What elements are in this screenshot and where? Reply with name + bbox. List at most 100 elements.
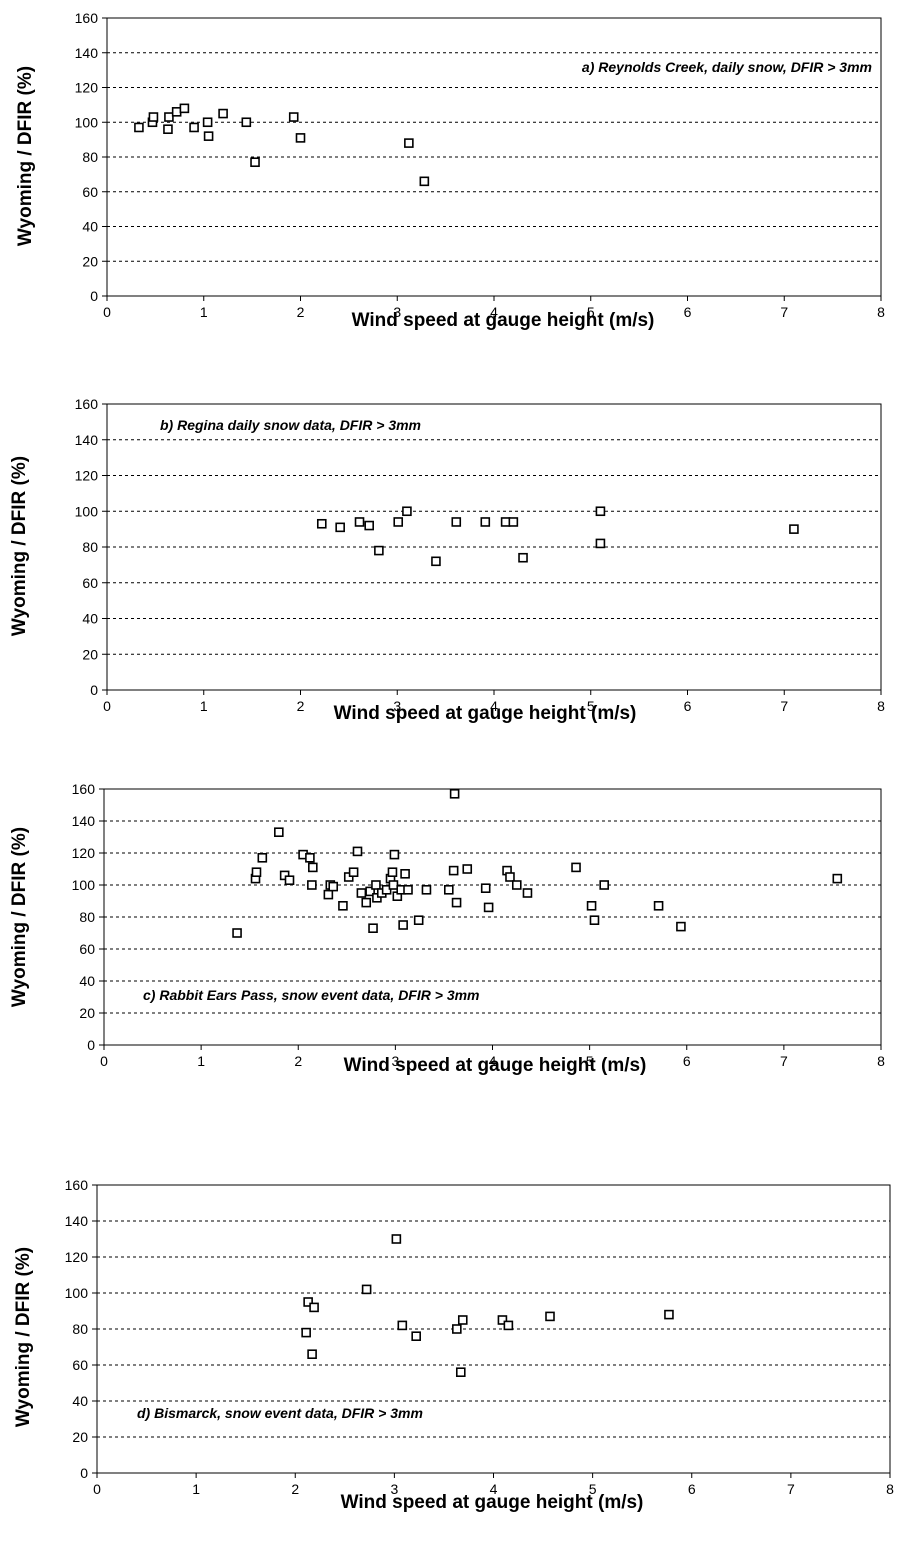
panel-a-y-tick-label-140: 140 — [75, 45, 99, 61]
panel-a-data-point-16 — [404, 138, 414, 148]
panel-a-annotation: a) Reynolds Creek, daily snow, DFIR > 3m… — [582, 59, 872, 75]
panel-b-data-point-3 — [354, 517, 365, 527]
panel-b-x-tick-label-0: 0 — [103, 698, 111, 714]
panel-a-data-point-5 — [164, 112, 174, 122]
panel-c-data-point-38 — [443, 884, 454, 895]
panel-d-data-point-6 — [391, 1234, 402, 1244]
panel-a-y-tick-label-60: 60 — [82, 184, 98, 200]
panel-c-x-tick-label-0: 0 — [100, 1053, 108, 1069]
panel-d-x-tick-label-1: 1 — [192, 1481, 200, 1497]
panel-b-data-point-12 — [508, 517, 519, 527]
panel-c-data-point-53 — [653, 900, 664, 911]
panel-c-y-axis-title: Wyoming / DFIR (%) — [9, 827, 30, 1007]
panel-d-x-tick-label-7: 7 — [787, 1481, 795, 1497]
panel-c-data-point-17 — [348, 867, 359, 878]
panel-c-data-point-23 — [371, 880, 381, 890]
panel-d-y-tick-label-0: 0 — [80, 1465, 88, 1481]
panel-c-data-point-1 — [232, 928, 242, 938]
panel-d-data-point-9 — [452, 1324, 462, 1334]
panel-c-data-point-18 — [352, 846, 363, 857]
panel-c-x-tick-label-5: 5 — [586, 1053, 594, 1069]
panel-c-data-point-4 — [257, 852, 268, 863]
panel-c-data-point-35 — [403, 884, 413, 895]
panel-c-y-tick-label-20: 20 — [79, 1005, 95, 1021]
panel-c-y-tick-label-160: 160 — [72, 781, 96, 797]
panel-a-x-axis-title: Wind speed at gauge height (m/s) — [352, 310, 655, 331]
panel-a-data-point-6 — [171, 107, 182, 117]
panel-d-data-point-8 — [411, 1331, 421, 1341]
panel-d-x-tick-label-2: 2 — [291, 1481, 299, 1497]
panel-a-x-tick-label-3: 3 — [393, 304, 401, 320]
panel-d-data-point-1 — [301, 1327, 311, 1338]
panel-d-y-axis-title: Wyoming / DFIR (%) — [13, 1247, 34, 1427]
panel-b-y-tick-label-120: 120 — [75, 468, 99, 484]
panel-c-data-point-30 — [389, 849, 400, 860]
panel-a-data-point-3 — [148, 112, 159, 122]
panel-c-x-tick-label-6: 6 — [683, 1053, 691, 1069]
panel-c-data-point-44 — [483, 902, 494, 913]
panel-d-data-point-4 — [309, 1302, 319, 1313]
panel-b-data-point-10 — [480, 517, 491, 527]
panel-c-data-point-20 — [361, 897, 372, 908]
panel-d-y-tick-label-120: 120 — [65, 1249, 89, 1265]
panel-c-data-point-9 — [305, 852, 315, 863]
panel-c-data-point-21 — [365, 886, 375, 897]
panel-a-x-tick-label-2: 2 — [297, 304, 305, 320]
panel-a-data-point-9 — [202, 117, 213, 128]
panel-c-y-tick-label-60: 60 — [79, 941, 95, 957]
panel-b-data-point-1 — [316, 518, 327, 529]
panel-b-y-tick-label-0: 0 — [90, 682, 98, 698]
panel-c-data-point-54 — [676, 921, 686, 932]
panel-d-data-point-14 — [545, 1311, 555, 1322]
panel-a-data-point-17 — [419, 176, 430, 187]
panel-a-data-point-11 — [218, 108, 228, 119]
panel-d-y-tick-label-60: 60 — [72, 1357, 88, 1373]
panel-c-data-point-47 — [511, 880, 522, 890]
panel-a-data-point-13 — [250, 157, 260, 168]
panel-b-data-point-11 — [500, 517, 511, 527]
panel-b-data-point-4 — [364, 520, 374, 531]
panel-a-data-point-1 — [134, 122, 144, 133]
panel-c-y-tick-label-100: 100 — [72, 877, 96, 893]
panel-d-data-point-11 — [457, 1315, 468, 1325]
panel-b-y-tick-label-140: 140 — [75, 432, 99, 448]
panel-c-y-tick-label-80: 80 — [79, 909, 95, 925]
panel-d-x-axis-title: Wind speed at gauge height (m/s) — [341, 1492, 644, 1513]
panel-c-data-point-5 — [274, 827, 284, 838]
panel-d-x-tick-label-3: 3 — [390, 1481, 398, 1497]
panel-c-data-point-40 — [449, 788, 460, 799]
panel-d-data-point-2 — [303, 1297, 313, 1307]
panel-c-x-tick-label-8: 8 — [877, 1053, 885, 1069]
panel-c-data-point-3 — [251, 867, 262, 878]
panel-c-y-tick-label-120: 120 — [72, 845, 96, 861]
panel-d-y-tick-label-80: 80 — [72, 1321, 88, 1337]
panel-d-x-tick-label-5: 5 — [589, 1481, 597, 1497]
panel-c-data-point-15 — [338, 900, 348, 911]
panel-c-data-point-29 — [388, 880, 399, 890]
panel-c-data-point-36 — [413, 915, 424, 926]
panel-c-x-tick-label-1: 1 — [197, 1053, 205, 1069]
panel-c-data-point-39 — [448, 865, 459, 876]
panel-d-y-tick-label-160: 160 — [65, 1177, 89, 1193]
panel-c-x-tick-label-3: 3 — [391, 1053, 399, 1069]
panel-b-x-tick-label-1: 1 — [200, 698, 208, 714]
panel-d-data-point-7 — [397, 1320, 408, 1331]
panel-d-y-tick-label-40: 40 — [72, 1393, 88, 1409]
panel-d-data-point-10 — [455, 1367, 466, 1377]
chart-panel-b: b) Regina daily snow data, DFIR > 3mm Wi… — [9, 396, 885, 724]
panel-b-y-tick-label-160: 160 — [75, 396, 99, 412]
panel-c-data-point-51 — [589, 915, 600, 926]
panel-a-y-tick-label-40: 40 — [82, 219, 98, 235]
panel-c-y-tick-label-140: 140 — [72, 813, 96, 829]
panel-b-data-point-16 — [789, 524, 799, 534]
panel-c-x-axis-title: Wind speed at gauge height (m/s) — [344, 1055, 647, 1076]
panel-c-data-point-28 — [387, 867, 398, 878]
panel-b-data-point-6 — [393, 517, 404, 527]
panel-a-y-tick-label-160: 160 — [75, 10, 99, 26]
panel-b-x-tick-label-6: 6 — [684, 698, 692, 714]
panel-a-data-point-12 — [241, 117, 252, 128]
panel-c-annotation: c) Rabbit Ears Pass, snow event data, DF… — [143, 987, 480, 1003]
panel-b-annotation: b) Regina daily snow data, DFIR > 3mm — [160, 417, 421, 433]
panel-c-data-point-43 — [480, 883, 491, 894]
panel-a-x-tick-label-6: 6 — [684, 304, 692, 320]
